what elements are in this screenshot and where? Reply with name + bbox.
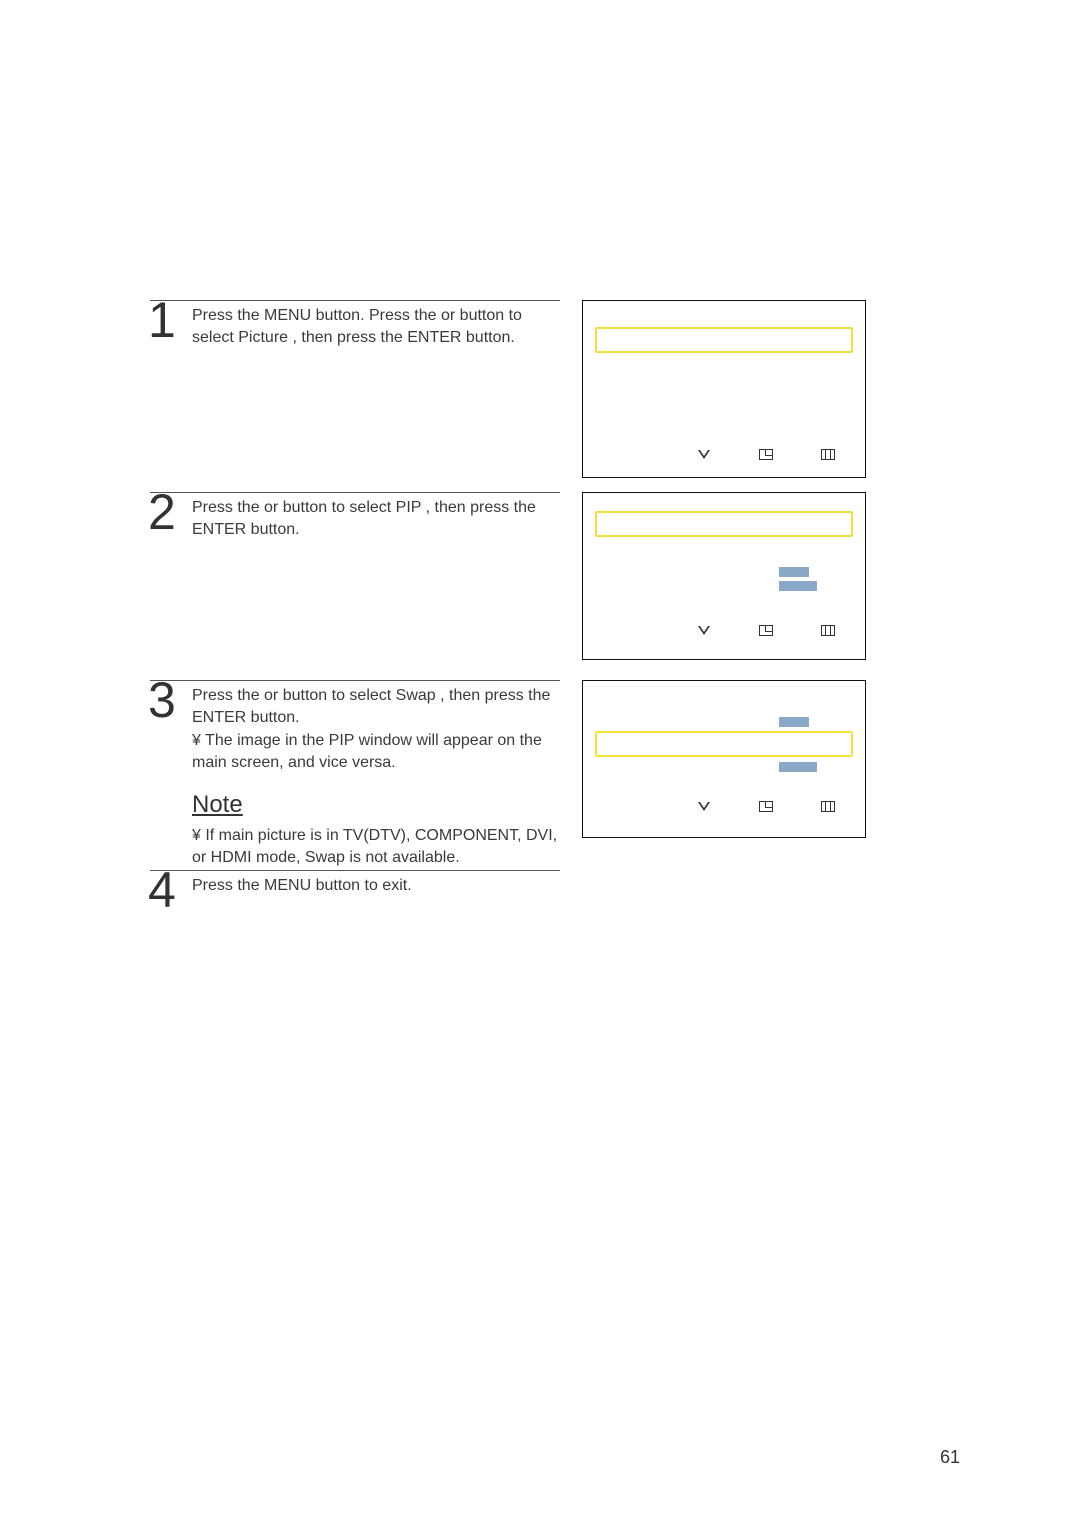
pip-thumb-1 <box>779 717 809 727</box>
pip-thumb-2 <box>779 581 817 591</box>
step-1: 1 Press the MENU button. Press the or bu… <box>150 300 560 348</box>
down-triangle-icon <box>697 801 711 813</box>
menu-highlight-row <box>595 731 853 757</box>
pip-thumb-1 <box>779 567 809 577</box>
step-3: 3 Press the or button to select Swap , t… <box>150 680 560 869</box>
step-4-number: 4 <box>148 865 176 915</box>
manual-page: 1 Press the MENU button. Press the or bu… <box>0 0 1080 1528</box>
bars-icon <box>821 449 835 460</box>
note-heading: Note <box>192 791 560 819</box>
pip-icon <box>759 449 773 460</box>
step-2: 2 Press the or button to select PIP , th… <box>150 492 560 540</box>
screen-footer-icons <box>583 797 865 819</box>
step-2-text: Press the or button to select PIP , then… <box>192 497 560 540</box>
step-3-bullet: ¥ The image in the PIP window will appea… <box>192 730 560 773</box>
step-3-number: 3 <box>148 675 176 725</box>
note-text: ¥ If main picture is in TV(DTV), COMPONE… <box>192 825 560 868</box>
menu-highlight-row <box>595 327 853 353</box>
pip-thumb-2 <box>779 762 817 772</box>
step-1-text: Press the MENU button. Press the or butt… <box>192 305 560 348</box>
step-2-number: 2 <box>148 487 176 537</box>
pip-icon <box>759 801 773 812</box>
menu-highlight-row <box>595 511 853 537</box>
down-triangle-icon <box>697 625 711 637</box>
page-number: 61 <box>940 1447 960 1468</box>
step-1-number: 1 <box>148 295 176 345</box>
step-4-text: Press the MENU button to exit. <box>192 875 560 897</box>
screen-mock-1 <box>582 300 866 478</box>
screen-footer-icons <box>583 621 865 643</box>
down-triangle-icon <box>697 449 711 461</box>
screen-mock-3 <box>582 680 866 838</box>
step-4: 4 Press the MENU button to exit. <box>150 870 560 897</box>
bars-icon <box>821 801 835 812</box>
step-3-text: Press the or button to select Swap , the… <box>192 685 560 728</box>
pip-icon <box>759 625 773 636</box>
screen-mock-2 <box>582 492 866 660</box>
screen-footer-icons <box>583 445 865 467</box>
bars-icon <box>821 625 835 636</box>
